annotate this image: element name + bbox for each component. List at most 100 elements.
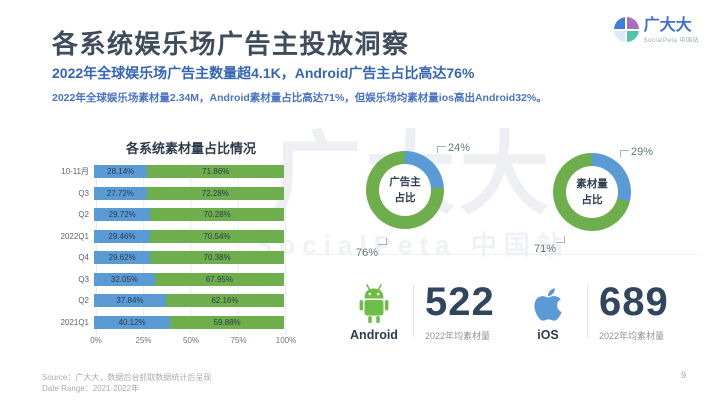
- bar-value-label: 59.88%: [213, 317, 241, 327]
- x-axis-tick: 75%: [230, 336, 247, 345]
- stat-android-caption: 2022年均素材量: [425, 331, 491, 341]
- stat-android-right: 522 2022年均素材量: [425, 280, 495, 342]
- bar-category-label: Q3: [78, 274, 89, 284]
- bar-value-label: 29.46%: [108, 231, 136, 241]
- bar-value-label: 29.62%: [108, 253, 136, 263]
- bar-value-label: 32.05%: [110, 274, 139, 284]
- stat-android-label: Android: [350, 328, 398, 342]
- bar-segment-ios: 28.14%: [94, 165, 148, 179]
- donut-creative-share: 素材量 占比: [553, 153, 631, 231]
- watermark-subbrand: SocialPeta 中国站: [255, 229, 570, 260]
- stat-divider: [587, 285, 588, 338]
- bar-segment-android: 70.54%: [149, 229, 284, 243]
- bar-track: 29.62% 70.38%: [94, 251, 284, 265]
- donut-advertiser-center-label: 广告主 占比: [366, 151, 444, 229]
- bar-value-label: 40.12%: [118, 317, 146, 327]
- bar-value-label: 71.86%: [202, 167, 230, 177]
- footer-source: Source：广大大，数据后台抓取数据统计后呈现: [42, 373, 212, 382]
- bar-segment-ios: 29.46%: [94, 229, 150, 243]
- bar-track: 28.14% 71.86%: [94, 165, 284, 179]
- x-axis-tick: 0%: [90, 336, 102, 345]
- bar-track: 27.72% 72.28%: [94, 186, 284, 200]
- leader-line: [378, 238, 387, 245]
- x-axis-tick: 50%: [182, 336, 200, 345]
- bar-segment-android: 71.86%: [147, 165, 284, 179]
- bar-segment-android: 67.95%: [154, 272, 284, 286]
- donut-advertiser-ios-pct: 24%: [448, 142, 471, 154]
- bar-chart: 10-11月 28.14% 71.86% Q3 27.72% 72.28% Q2 29.72%…: [50, 161, 296, 348]
- page-subtitle: 2022年全球娱乐场广告主数量超4.1K，Android广告主占比高达76%: [52, 65, 475, 81]
- bar-category-label: Q3: [78, 188, 89, 198]
- bar-row: Q2 29.72% 70.28%: [50, 204, 287, 226]
- bar-segment-ios: 29.72%: [94, 208, 151, 222]
- bar-row: 2021Q1 40.12% 59.88%: [50, 312, 287, 334]
- donut-creative-center-line1: 素材量: [576, 177, 608, 190]
- bar-segment-ios: 29.62%: [94, 251, 151, 265]
- bar-category-label: 2021Q1: [60, 317, 89, 327]
- bar-value-label: 27.72%: [106, 188, 134, 198]
- bar-value-label: 70.38%: [203, 253, 231, 263]
- stat-ios-right: 689 2022年均素材量: [599, 280, 669, 342]
- bar-row: 10-11月 28.14% 71.86%: [50, 161, 287, 183]
- bar-segment-android: 72.28%: [146, 186, 284, 200]
- donut-creative-center-label: 素材量 占比: [553, 153, 631, 231]
- stat-divider: [413, 285, 414, 338]
- page-title: 各系统娱乐场广告主投放洞察: [52, 29, 410, 59]
- stat-android-value: 522: [425, 280, 495, 324]
- bar-row: Q3 27.72% 72.28%: [50, 183, 287, 205]
- bar-value-label: 67.95%: [205, 274, 233, 284]
- bar-category-label: 2022Q1: [60, 231, 89, 241]
- leader-line: [620, 150, 629, 157]
- page-description: 2022年全球娱乐场素材量2.34M，Android素材量占比高达71%，但娱乐…: [52, 92, 547, 104]
- bar-row: Q3 32.05% 67.95%: [50, 269, 287, 291]
- bar-category-label: Q2: [78, 210, 89, 220]
- bar-segment-android: 62.16%: [165, 294, 284, 308]
- section-divider: [302, 254, 698, 255]
- bar-segment-ios: 40.12%: [94, 315, 171, 329]
- leader-line: [556, 236, 565, 243]
- bar-segment-android: 70.28%: [150, 208, 284, 222]
- bar-chart-rows: 10-11月 28.14% 71.86% Q3 27.72% 72.28% Q2 29.72%…: [50, 161, 287, 333]
- bar-segment-android: 70.38%: [150, 251, 284, 265]
- bar-value-label: 70.28%: [203, 210, 231, 220]
- stat-android: Android 522 2022年均素材量: [346, 280, 495, 342]
- donut-creative-ios-pct: 29%: [631, 146, 654, 158]
- apple-icon: [533, 283, 563, 325]
- brand-logo: 广大大 SocialPeta 中国站: [613, 17, 699, 44]
- bar-track: 37.84% 62.16%: [94, 294, 284, 308]
- bar-track: 29.46% 70.54%: [94, 229, 284, 243]
- donut-advertiser-android-pct: 76%: [356, 247, 379, 259]
- stat-ios-left: iOS: [520, 283, 576, 342]
- bar-track: 29.72% 70.28%: [94, 208, 284, 222]
- footer-date-range: Date Range：2021-2022年: [42, 384, 139, 393]
- android-icon: [353, 283, 395, 325]
- brand-logo-icon: [613, 17, 639, 42]
- x-axis-tick: 25%: [135, 336, 152, 345]
- bar-track: 40.12% 59.88%: [94, 315, 284, 329]
- bar-row: Q2 37.84% 62.16%: [50, 290, 287, 312]
- brand-name: 广大大: [643, 17, 692, 34]
- stat-ios-label: iOS: [537, 328, 559, 342]
- bar-row: Q4 29.62% 70.38%: [50, 247, 287, 269]
- leader-line: [437, 146, 446, 153]
- stat-ios-value: 689: [599, 280, 669, 324]
- donut-advertiser-center-line1: 广告主: [389, 175, 421, 188]
- bar-value-label: 29.72%: [108, 210, 136, 220]
- bar-segment-android: 59.88%: [170, 315, 284, 329]
- brand-logo-text: 广大大 SocialPeta 中国站: [644, 17, 699, 44]
- bar-value-label: 28.14%: [107, 167, 135, 177]
- brand-subname: SocialPeta 中国站: [643, 37, 699, 44]
- bar-category-label: 10-11月: [61, 167, 89, 177]
- bar-category-label: Q4: [78, 253, 89, 263]
- bar-value-label: 62.16%: [211, 296, 239, 306]
- stat-ios-caption: 2022年均素材量: [599, 331, 665, 341]
- donut-creative-center-line2: 占比: [581, 194, 603, 206]
- bar-segment-ios: 37.84%: [94, 294, 166, 308]
- donut-advertiser-center-line2: 占比: [394, 192, 416, 204]
- donut-creative-android-pct: 71%: [534, 243, 557, 255]
- bar-chart-title: 各系统素材量占比情况: [125, 141, 256, 156]
- bar-value-label: 72.28%: [201, 188, 229, 198]
- donut-advertiser-share: 广告主 占比: [366, 151, 444, 229]
- stat-ios: iOS 689 2022年均素材量: [520, 280, 669, 342]
